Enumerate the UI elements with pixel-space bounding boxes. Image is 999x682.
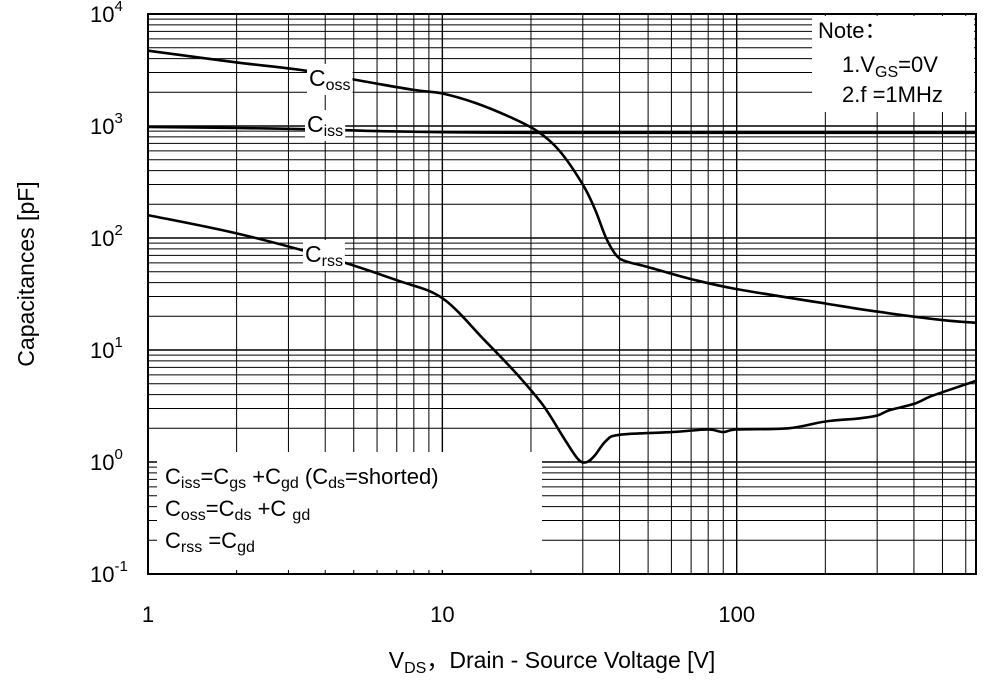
formula-text: =C bbox=[202, 528, 237, 553]
y-tick-exponent: 3 bbox=[114, 110, 122, 127]
formula-subscript: iss bbox=[181, 475, 201, 492]
y-tick-label: 100 bbox=[90, 446, 123, 475]
note-text: 2.f =1MHz bbox=[842, 82, 943, 107]
y-tick-label: 104 bbox=[90, 0, 123, 27]
y-axis-title: Capacitances [pF] bbox=[13, 181, 39, 366]
formula-legend-background bbox=[157, 452, 542, 570]
series-ciss-line bbox=[147, 125, 976, 135]
formula-line: Coss=Cds +C gd bbox=[165, 496, 310, 524]
series-group bbox=[147, 49, 977, 464]
x-tick-label: 100 bbox=[718, 602, 755, 627]
formula-subscript: ds bbox=[235, 507, 252, 524]
curve-label-coss: Coss bbox=[309, 65, 351, 94]
y-tick-base: 10 bbox=[90, 562, 114, 587]
note-line: 2.f =1MHz bbox=[842, 82, 943, 107]
formula-subscript: gs bbox=[229, 475, 246, 492]
x-axis-title-main: V bbox=[389, 647, 405, 673]
y-tick-exponent: 4 bbox=[114, 0, 122, 15]
y-tick-base: 10 bbox=[90, 2, 114, 27]
formula-text: =shorted) bbox=[345, 464, 439, 489]
y-tick-base: 10 bbox=[90, 338, 114, 363]
curve-label-sub: rss bbox=[322, 253, 343, 270]
y-tick-label: 10-1 bbox=[90, 558, 128, 587]
note-background bbox=[812, 16, 974, 112]
formula-line: Crss =Cgd bbox=[165, 528, 255, 556]
formula-text: +C bbox=[251, 496, 292, 521]
curve-label-crss: Crss bbox=[305, 241, 343, 270]
curve-label-main: C bbox=[307, 111, 324, 137]
note-text: =0V bbox=[898, 52, 938, 77]
formula-subscript: gd bbox=[281, 475, 299, 492]
plot-frame bbox=[147, 13, 977, 575]
formula-text: =C bbox=[206, 496, 235, 521]
note-subscript: GS bbox=[875, 64, 898, 81]
y-tick-label: 103 bbox=[90, 110, 123, 139]
formula-text: C bbox=[165, 496, 181, 521]
curve-label-background bbox=[303, 240, 345, 271]
formula-text: (C bbox=[299, 464, 328, 489]
x-tick-labels: 1 10 100 bbox=[142, 602, 755, 627]
y-tick-exponent: 2 bbox=[114, 222, 122, 239]
y-tick-label: 102 bbox=[90, 222, 123, 251]
formula-subscript: rss bbox=[181, 539, 202, 556]
x-tick-label: 10 bbox=[430, 602, 454, 627]
y-tick-exponent: 1 bbox=[114, 334, 122, 351]
curve-label-sub: iss bbox=[324, 123, 344, 140]
curve-label-background bbox=[305, 110, 346, 141]
formula-subscript: oss bbox=[181, 507, 206, 524]
formula-subscript: gd bbox=[292, 507, 310, 524]
curve-label-sub: oss bbox=[326, 77, 351, 94]
y-tick-base: 10 bbox=[90, 450, 114, 475]
formula-subscript: gd bbox=[237, 539, 255, 556]
curve-label-main: C bbox=[309, 65, 326, 91]
formula-text: =C bbox=[200, 464, 229, 489]
x-axis-title-sub: DS bbox=[404, 660, 426, 677]
x-axis-title: VDS，Drain - Source Voltage [V] bbox=[389, 647, 716, 677]
x-axis-title-rest: ，Drain - Source Voltage [V] bbox=[426, 647, 715, 673]
x-tick-label: 1 bbox=[142, 602, 154, 627]
formula-legend-box: Ciss=Cgs +Cgd (Cds=shorted)Coss=Cds +C g… bbox=[157, 452, 542, 570]
y-tick-exponent: -1 bbox=[114, 558, 127, 575]
formula-text: C bbox=[165, 528, 181, 553]
series-coss-line bbox=[147, 49, 977, 325]
note-text: 1.V bbox=[842, 52, 875, 77]
curve-label-background bbox=[307, 64, 353, 95]
curve-label-main: C bbox=[305, 241, 322, 267]
series-crss-line bbox=[147, 213, 977, 464]
formula-line: Ciss=Cgs +Cgd (Cds=shorted) bbox=[165, 464, 439, 492]
y-tick-label: 101 bbox=[90, 334, 123, 363]
formula-text: C bbox=[165, 464, 181, 489]
formula-text: +C bbox=[246, 464, 281, 489]
y-tick-exponent: 0 bbox=[114, 446, 122, 463]
note-line: 1.VGS=0V bbox=[842, 52, 938, 81]
note-box: Note：1.VGS=0V2.f =1MHz bbox=[812, 16, 974, 112]
formula-subscript: ds bbox=[328, 475, 345, 492]
y-tick-base: 10 bbox=[90, 226, 114, 251]
note-title: Note： bbox=[818, 18, 886, 43]
y-tick-base: 10 bbox=[90, 114, 114, 139]
curve-label-ciss: Ciss bbox=[307, 111, 343, 140]
